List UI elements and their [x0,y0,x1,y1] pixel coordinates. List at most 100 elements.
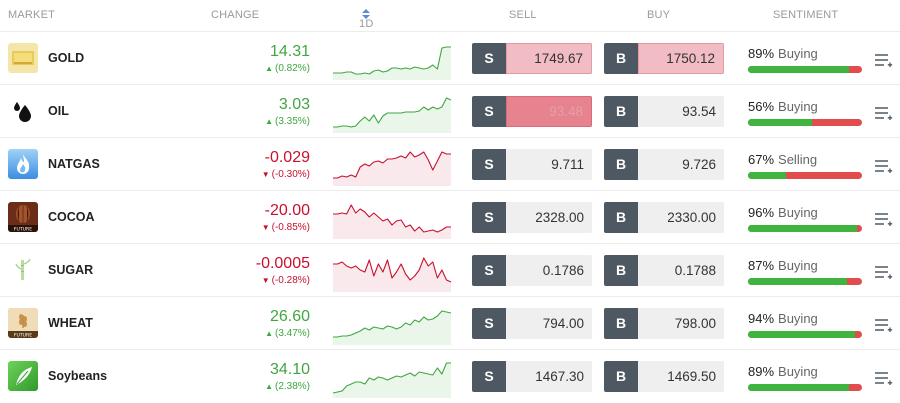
sell-button[interactable]: S 2328.00 [472,202,592,233]
buy-button[interactable]: B 2330.00 [604,202,724,233]
market-row[interactable]: SUGAR -0.0005 ▼ (-0.28%) S 0.1786 B 0.1788 87% Bu… [0,243,900,297]
buy-button[interactable]: B 9.726 [604,149,724,180]
list-add-icon [875,213,893,226]
sentiment-bar [748,172,862,179]
buy-label: B [604,361,638,392]
oil-drop-icon [8,96,38,126]
sentiment-percent: 96% [748,205,775,220]
sparkline-area [333,205,451,239]
sell-button[interactable]: S 1749.67 [472,43,592,74]
buy-label: B [604,149,638,180]
sentiment-direction: Buying [778,99,818,114]
change-percent: ▲ (2.38%) [265,380,310,394]
triangle-up-icon: ▲ [265,329,273,338]
change-value: 3.03 [278,96,310,113]
sell-label: S [472,43,506,74]
buy-price: 9.726 [638,149,724,180]
change-value: 26.60 [269,308,310,325]
sentiment-bar-fill [748,66,850,73]
sell-label: S [472,202,506,233]
list-add-icon [875,160,893,173]
sentiment-percent: 67% [748,152,775,167]
change-percent-text: (-0.30%) [271,169,310,180]
change-percent-text: (3.35%) [274,116,310,127]
market-name[interactable]: Soybeans [48,369,108,383]
row-menu-button[interactable] [874,159,894,173]
buy-button[interactable]: B 93.54 [604,96,724,127]
change-cell: 14.31 ▲ (0.82%) [265,43,310,76]
market-name[interactable]: COCOA [48,210,95,224]
change-cell: 34.10 ▲ (2.38%) [265,361,310,394]
sell-label: S [472,361,506,392]
sentiment-bar [748,225,862,232]
sentiment-direction: Buying [778,205,818,220]
sentiment-cell: 87% Buying [748,258,864,285]
buy-button[interactable]: B 1750.12 [604,43,724,74]
buy-button[interactable]: B 0.1788 [604,255,724,286]
sell-button[interactable]: S 9.711 [472,149,592,180]
sell-button[interactable]: S 0.1786 [472,255,592,286]
buy-price: 798.00 [638,308,724,339]
sparkline-chart [333,91,452,133]
change-percent-text: (0.82%) [274,63,310,74]
sell-label: S [472,255,506,286]
gold-bar-icon [8,43,38,73]
market-row[interactable]: OIL 3.03 ▲ (3.35%) S 93.48 B 93.54 56% Buying [0,84,900,138]
row-menu-button[interactable] [874,318,894,332]
market-row[interactable]: FUTURE COCOA -20.00 ▼ (-0.85%) S 2328.00 B 2330.… [0,190,900,244]
buy-price: 0.1788 [638,255,724,286]
sparkline-chart [333,38,451,80]
market-row[interactable]: NATGAS -0.029 ▼ (-0.30%) S 9.711 B 9.726 67% Sell… [0,137,900,191]
sell-label: S [472,149,506,180]
market-row[interactable]: FUTURE WHEAT 26.60 ▲ (3.47%) S 794.00 B 798.00 94… [0,296,900,350]
sell-price: 2328.00 [506,202,592,233]
sparkline-area [333,363,451,398]
sentiment-bar [748,119,862,126]
sentiment-direction: Buying [778,258,818,273]
row-menu-button[interactable] [874,265,894,279]
sentiment-percent: 94% [748,311,775,326]
triangle-down-icon: ▼ [261,223,270,232]
triangle-down-icon: ▼ [261,170,270,179]
list-add-icon [875,266,893,279]
row-menu-button[interactable] [874,371,894,385]
sell-button[interactable]: S 93.48 [472,96,592,127]
sentiment-direction: Selling [778,152,818,167]
sparkline-chart [333,144,451,186]
market-row[interactable]: GOLD 14.31 ▲ (0.82%) S 1749.67 B 1750.12 89% Buyi… [0,31,900,85]
buy-label: B [604,43,638,74]
buy-label: B [604,308,638,339]
change-percent-text: (3.47%) [274,328,310,339]
list-add-icon [875,372,893,385]
buy-label: B [604,255,638,286]
sparkline-line [333,257,452,283]
sentiment-bar [748,384,862,391]
market-name[interactable]: SUGAR [48,263,94,277]
sentiment-bar-fill [748,331,856,338]
sell-button[interactable]: S 794.00 [472,308,592,339]
change-percent: ▲ (3.35%) [265,115,310,129]
market-name[interactable]: GOLD [48,51,85,65]
buy-button[interactable]: B 798.00 [604,308,724,339]
sell-label: S [472,96,506,127]
sparkline-area [333,311,451,345]
change-percent: ▲ (0.82%) [265,62,310,76]
row-menu-button[interactable] [874,212,894,226]
sparkline-line [333,151,451,179]
market-name[interactable]: OIL [48,104,69,118]
market-name[interactable]: WHEAT [48,316,93,330]
change-cell: -0.0005 ▼ (-0.28%) [256,255,310,288]
row-menu-button[interactable] [874,106,894,120]
sparkline-line [333,204,451,233]
row-menu-button[interactable] [874,53,894,67]
sell-price: 1749.67 [506,43,592,74]
buy-button[interactable]: B 1469.50 [604,361,724,392]
sentiment-direction: Buying [778,364,818,379]
period-sort-header[interactable]: 1D [359,9,373,30]
change-value: 14.31 [269,43,310,60]
sell-button[interactable]: S 1467.30 [472,361,592,392]
sentiment-percent: 89% [748,364,775,379]
market-name[interactable]: NATGAS [48,157,100,171]
sell-price: 9.711 [506,149,592,180]
market-row[interactable]: Soybeans 34.10 ▲ (2.38%) S 1467.30 B 1469.50 89%… [0,349,900,403]
